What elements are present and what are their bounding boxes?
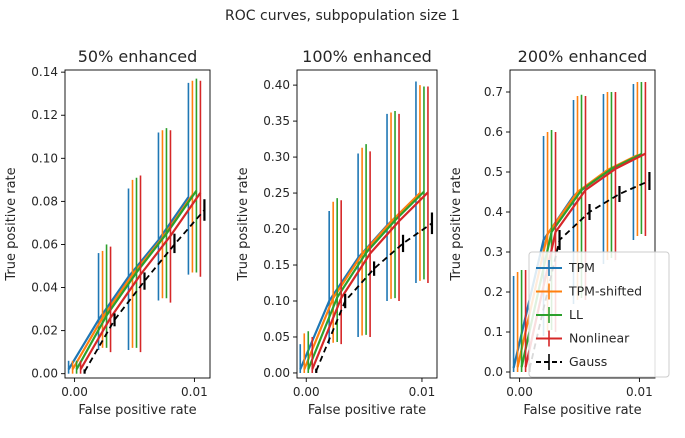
axes-frame bbox=[296, 69, 438, 379]
y-tick-label: 0.04 bbox=[31, 281, 58, 295]
y-axis-label: True positive rate bbox=[449, 167, 464, 281]
y-tick-label: 0.14 bbox=[31, 65, 58, 79]
legend-entry: Gauss bbox=[536, 354, 607, 370]
series-gauss bbox=[315, 212, 434, 373]
series-gauss bbox=[83, 199, 206, 374]
y-tick-label: 0.6 bbox=[484, 125, 503, 139]
legend-label: TPM-shifted bbox=[568, 284, 642, 299]
x-axis-label: False positive rate bbox=[308, 403, 426, 418]
y-tick-label: 0.5 bbox=[484, 165, 503, 179]
series-line bbox=[307, 190, 425, 370]
series-line bbox=[311, 191, 429, 370]
chart-panel-1: 50% enhanced 0.00 0.02 0.04 0.06 0.08 0.10 0.12… bbox=[4, 47, 211, 418]
y-tick-label: 0.3 bbox=[484, 245, 503, 259]
chart-panel-3: 200% enhanced 0.0 0.1 0.2 0.3 0.4 0.5 0.6 0.7 0.0… bbox=[449, 47, 656, 418]
y-tick-label: 0.25 bbox=[263, 186, 290, 200]
x-tick-label: 0.00 bbox=[61, 385, 88, 399]
plot-area bbox=[299, 81, 434, 373]
y-tick-label: 0.4 bbox=[484, 205, 503, 219]
y-tick-label: 0.00 bbox=[31, 367, 58, 381]
y-tick-label: 0.10 bbox=[263, 294, 290, 308]
legend-label: LL bbox=[569, 307, 583, 322]
legend: TPM TPM-shifted LL Nonlinear Gauss bbox=[528, 251, 670, 378]
series-tpm bbox=[67, 82, 190, 374]
y-tick-label: 0.10 bbox=[31, 151, 58, 165]
axes-title: 100% enhanced bbox=[302, 47, 432, 66]
x-tick-label: 0.01 bbox=[409, 385, 436, 399]
y-tick-label: 0.05 bbox=[263, 330, 290, 344]
y-tick-label: 0.7 bbox=[484, 85, 503, 99]
x-tick-label: 0.00 bbox=[506, 385, 533, 399]
y-tick-label: 0.2 bbox=[484, 285, 503, 299]
series-line bbox=[67, 196, 190, 370]
axes-frame bbox=[64, 69, 211, 379]
legend-label: Nonlinear bbox=[569, 331, 630, 346]
y-tick-label: 0.35 bbox=[263, 114, 290, 128]
y-tick-label: 0.06 bbox=[31, 237, 58, 251]
legend-entry: LL bbox=[536, 307, 583, 323]
y-tick-label: 0.15 bbox=[263, 258, 290, 272]
series-line bbox=[79, 192, 202, 370]
y-tick-label: 0.0 bbox=[484, 365, 503, 379]
series-line bbox=[528, 179, 650, 370]
legend-frame bbox=[528, 251, 670, 378]
y-tick-label: 0.20 bbox=[263, 222, 290, 236]
series-line bbox=[315, 222, 433, 372]
plot-area bbox=[67, 78, 206, 374]
x-tick-label: 0.01 bbox=[181, 385, 208, 399]
y-axis-label: True positive rate bbox=[236, 167, 251, 281]
series-line bbox=[83, 209, 206, 372]
chart-panel-2: 100% enhanced 0.00 0.05 0.10 0.15 0.20 0.25 0.3… bbox=[236, 47, 438, 418]
figure-suptitle: ROC curves, subpopulation size 1 bbox=[225, 8, 460, 24]
series-nonlinear bbox=[311, 86, 429, 373]
axes-title: 50% enhanced bbox=[78, 47, 198, 66]
x-tick-label: 0.00 bbox=[293, 385, 320, 399]
series-ll bbox=[307, 86, 425, 373]
legend-entry: Nonlinear bbox=[536, 330, 630, 347]
legend-entry: TPM-shifted bbox=[536, 283, 642, 300]
axes-title: 200% enhanced bbox=[518, 47, 648, 66]
legend-label: Gauss bbox=[569, 354, 607, 369]
legend-entry: TPM bbox=[536, 260, 595, 276]
y-tick-label: 0.08 bbox=[31, 194, 58, 208]
legend-label: TPM bbox=[568, 260, 595, 275]
y-tick-label: 0.00 bbox=[263, 366, 290, 380]
y-tick-label: 0.1 bbox=[484, 325, 503, 339]
y-axis-label: True positive rate bbox=[4, 167, 19, 281]
y-tick-label: 0.40 bbox=[263, 78, 290, 92]
y-tick-label: 0.30 bbox=[263, 150, 290, 164]
x-axis-label: False positive rate bbox=[523, 403, 641, 418]
y-tick-label: 0.12 bbox=[31, 108, 58, 122]
series-line bbox=[303, 192, 421, 370]
y-tick-label: 0.02 bbox=[31, 324, 58, 338]
series-ll bbox=[75, 78, 198, 374]
x-tick-label: 0.01 bbox=[626, 385, 653, 399]
x-axis-label: False positive rate bbox=[78, 403, 196, 418]
series-nonlinear bbox=[79, 80, 202, 374]
series-line bbox=[75, 189, 198, 370]
